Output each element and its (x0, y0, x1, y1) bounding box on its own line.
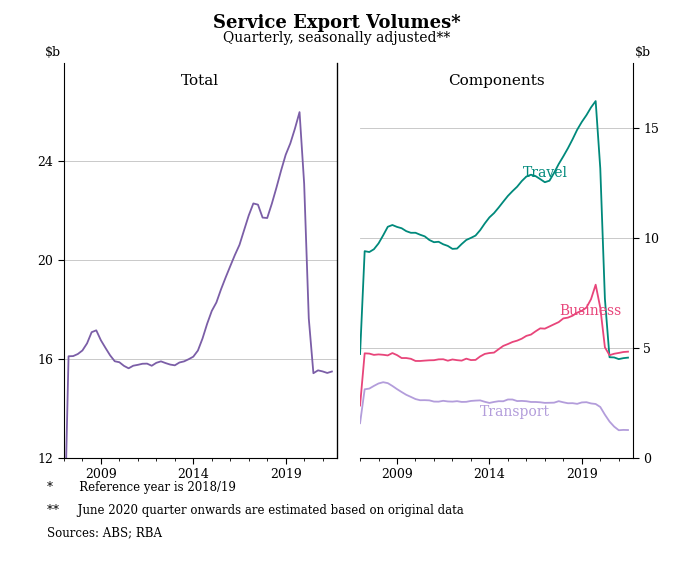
Text: Total: Total (181, 75, 219, 88)
Text: **     June 2020 quarter onwards are estimated based on original data: ** June 2020 quarter onwards are estimat… (47, 504, 464, 517)
Text: Sources: ABS; RBA: Sources: ABS; RBA (47, 526, 162, 539)
Text: Quarterly, seasonally adjusted**: Quarterly, seasonally adjusted** (223, 31, 450, 46)
Text: Service Export Volumes*: Service Export Volumes* (213, 14, 460, 32)
Text: *       Reference year is 2018/19: * Reference year is 2018/19 (47, 481, 236, 494)
Text: Transport: Transport (480, 405, 550, 419)
Text: Components: Components (448, 75, 544, 88)
Text: $b: $b (635, 46, 651, 59)
Text: $b: $b (45, 46, 61, 59)
Text: Travel: Travel (523, 166, 567, 180)
Text: Business: Business (560, 304, 622, 318)
